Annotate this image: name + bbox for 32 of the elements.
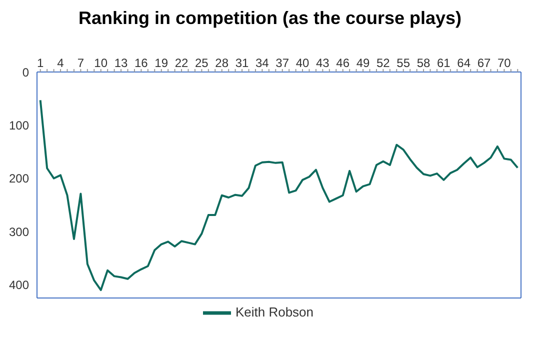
x-tick-label: 31 — [235, 56, 250, 70]
x-tick-label: 61 — [437, 56, 451, 70]
x-tick-label: 67 — [477, 56, 492, 70]
x-tick-label: 34 — [256, 56, 270, 70]
x-tick-label: 52 — [376, 56, 390, 70]
y-tick-label: 100 — [8, 118, 30, 132]
x-tick-label: 46 — [336, 56, 350, 70]
y-tick-label: 400 — [8, 278, 30, 292]
x-tick-label: 25 — [195, 56, 209, 70]
x-tick-label: 13 — [114, 56, 128, 70]
x-tick-label: 1 — [37, 56, 44, 70]
x-tick-label: 58 — [416, 56, 431, 70]
x-tick-label: 49 — [356, 56, 370, 70]
x-tick-label: 70 — [498, 56, 512, 70]
x-tick-label: 28 — [215, 56, 229, 70]
x-tick-label: 10 — [94, 56, 108, 70]
line-series — [39, 99, 519, 292]
x-tick-label: 19 — [154, 56, 168, 70]
x-tick-label: 7 — [77, 56, 84, 70]
x-tick-label: 4 — [57, 56, 64, 70]
x-tick-label: 37 — [276, 56, 290, 70]
chart-title: Ranking in competition (as the course plays) — [77, 8, 463, 29]
y-tick-label: 200 — [8, 172, 30, 186]
y-tick-label: 0 — [22, 65, 30, 80]
x-tick-label: 64 — [457, 56, 471, 70]
y-tick-label: 300 — [8, 224, 30, 239]
x-tick-label: 16 — [134, 56, 148, 70]
legend-label: Keith Robson — [235, 304, 314, 320]
x-tick-label: 43 — [316, 56, 330, 70]
x-tick-label: 22 — [174, 56, 189, 70]
x-tick-label: 55 — [396, 56, 410, 70]
x-tick-label: 40 — [296, 56, 310, 70]
